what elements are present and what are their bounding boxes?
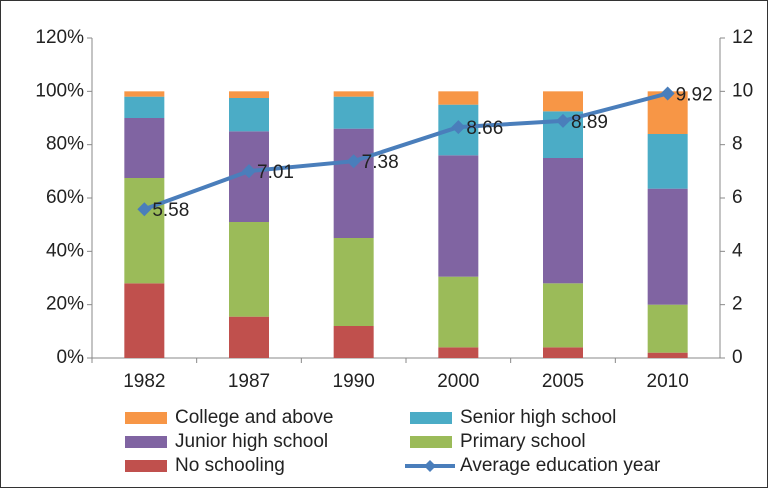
y-tick-label: 120% — [35, 27, 84, 48]
bar-segment — [124, 96, 165, 118]
x-tick-label: 2010 — [647, 371, 689, 392]
y-tick-label: 0% — [57, 347, 85, 368]
bar-segment — [543, 91, 583, 112]
x-tick-label: 1987 — [228, 371, 270, 392]
line-marker — [346, 154, 361, 169]
legend-label: Senior high school — [460, 407, 616, 428]
y2-tick-label: 2 — [732, 294, 743, 315]
data-label: 8.66 — [466, 118, 503, 139]
bar-segment — [543, 158, 583, 284]
line-marker — [451, 120, 466, 135]
line-marker — [660, 86, 675, 101]
bar-segment — [438, 91, 479, 105]
y2-tick-label: 12 — [732, 27, 753, 48]
bar-segment — [124, 118, 165, 178]
bar-segment — [124, 283, 165, 358]
x-tick-label: 2000 — [437, 371, 479, 392]
y2-tick-label: 10 — [732, 80, 753, 101]
legend-swatch — [410, 436, 452, 448]
legend-label: No schooling — [175, 455, 285, 476]
bar-segment — [438, 276, 479, 348]
bar-segment — [438, 155, 479, 277]
x-tick-label: 1990 — [333, 371, 375, 392]
bar-segment — [543, 347, 583, 358]
bar-segment — [647, 134, 688, 189]
x-tick-label: 1982 — [123, 371, 165, 392]
y-tick-label: 40% — [46, 240, 84, 261]
legend-label: Average education year — [460, 455, 661, 476]
data-label: 9.92 — [676, 84, 713, 105]
y2-tick-label: 6 — [732, 187, 743, 208]
bar-segment — [229, 222, 269, 317]
data-label: 8.89 — [571, 112, 608, 133]
bar-segment — [229, 98, 269, 132]
y-tick-label: 100% — [35, 80, 84, 101]
line-marker — [242, 164, 256, 179]
y-tick-label: 80% — [46, 134, 84, 155]
line-marker — [556, 113, 570, 128]
bar-segment — [647, 188, 688, 305]
bar-segment — [124, 91, 165, 97]
legend-label: Junior high school — [175, 431, 328, 452]
legend-swatch — [125, 412, 167, 424]
y2-tick-label: 8 — [732, 134, 743, 155]
data-label: 5.58 — [152, 200, 189, 221]
bar-segment — [229, 91, 269, 98]
bar-segment — [333, 128, 374, 238]
data-label: 7.38 — [362, 152, 399, 173]
legend-swatch — [125, 436, 167, 448]
bar-segment — [543, 283, 583, 348]
legend-label: Primary school — [460, 431, 586, 452]
bar-segment — [438, 347, 479, 358]
bar-segment — [333, 238, 374, 326]
line-marker — [137, 202, 152, 217]
y2-tick-label: 4 — [732, 240, 743, 261]
data-label: 7.01 — [257, 162, 294, 183]
y2-tick-label: 0 — [732, 347, 743, 368]
legend-swatch — [410, 412, 452, 424]
legend-swatch — [125, 460, 167, 472]
y-tick-label: 20% — [46, 294, 84, 315]
line — [143, 91, 669, 212]
legend-label: College and above — [175, 407, 333, 428]
bar-segment — [229, 316, 269, 358]
bar-segment — [647, 352, 688, 358]
legend-marker — [424, 460, 436, 472]
bar-segment — [333, 326, 374, 358]
bar-segment — [647, 304, 688, 353]
bar-segment — [333, 96, 374, 129]
bar-segment — [124, 178, 165, 284]
y-tick-label: 60% — [46, 187, 84, 208]
x-tick-label: 2005 — [542, 371, 584, 392]
bar-segment — [333, 91, 374, 97]
